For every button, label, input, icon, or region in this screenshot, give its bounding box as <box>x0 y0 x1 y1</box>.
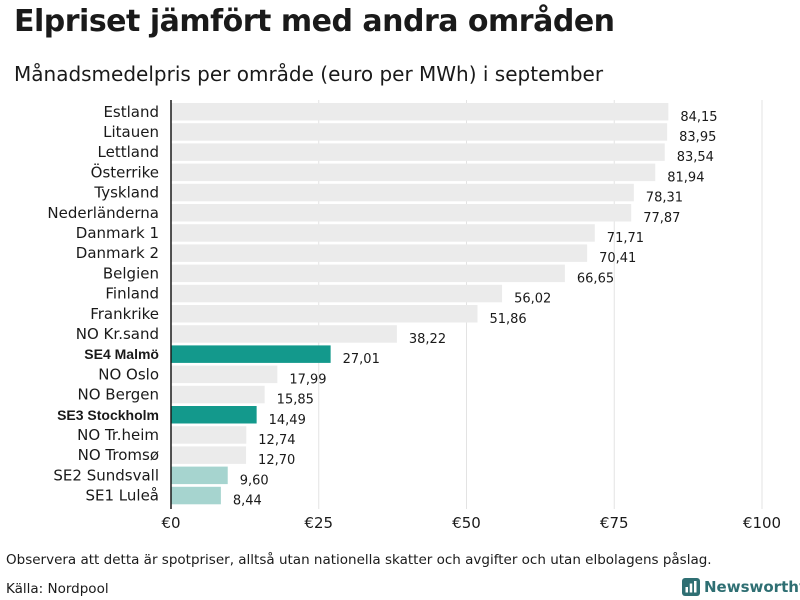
value-label: 56,02 <box>514 292 551 307</box>
x-tick-label: €75 <box>600 514 629 532</box>
category-label: NO Tr.heim <box>77 426 159 444</box>
value-label: 38,22 <box>409 332 446 347</box>
x-tick-label: €100 <box>743 514 781 532</box>
value-label: 27,01 <box>343 352 380 367</box>
category-label: Estland <box>103 103 159 121</box>
brand-name: Newsworthy <box>704 578 800 596</box>
x-tick-label: €50 <box>452 514 481 532</box>
category-label: Belgien <box>103 264 159 282</box>
category-label: Litauen <box>103 123 159 141</box>
value-labels: 84,15 83,95 83,54 81,94 78,31 77,87 71,71 70,41… <box>233 110 718 509</box>
bar <box>171 264 565 283</box>
value-label: 84,15 <box>680 110 717 125</box>
value-label: 14,49 <box>269 413 306 428</box>
category-label: Danmark 2 <box>76 244 159 262</box>
value-label: 70,41 <box>599 251 636 266</box>
brand-logo: Newsworthy <box>682 578 800 596</box>
value-label: 66,65 <box>577 271 614 286</box>
category-label: NO Oslo <box>98 365 159 383</box>
bar <box>171 426 247 444</box>
bar <box>171 325 397 343</box>
value-label: 78,31 <box>646 191 683 206</box>
value-label: 12,74 <box>258 433 295 448</box>
category-label: Nederländerna <box>47 204 159 222</box>
footnote: Observera att detta är spotpriser, allts… <box>6 552 712 568</box>
bars <box>171 103 669 505</box>
x-tick-label: €25 <box>304 514 333 532</box>
value-label: 12,70 <box>258 453 295 468</box>
value-label: 83,95 <box>679 130 716 145</box>
bar <box>171 385 265 404</box>
bar <box>171 244 588 262</box>
source-note: Källa: Nordpool <box>6 581 109 597</box>
category-label: Tyskland <box>93 184 159 202</box>
value-label: 83,54 <box>677 150 714 165</box>
bar <box>171 446 247 464</box>
bar <box>171 103 669 121</box>
chart-title: Elpriset jämfört med andra områden <box>14 4 615 39</box>
bar <box>171 204 632 222</box>
bar <box>171 406 257 424</box>
bar <box>171 183 634 202</box>
value-label: 77,87 <box>643 211 680 226</box>
category-label: Österrike <box>91 162 159 181</box>
value-label: 71,71 <box>607 231 644 246</box>
category-label: NO Kr.sand <box>76 325 159 343</box>
category-label: Danmark 1 <box>76 224 159 242</box>
bar <box>171 224 595 242</box>
bar <box>171 123 668 141</box>
category-label: NO Bergen <box>78 386 159 404</box>
category-label: SE3 Stockholm <box>57 407 159 423</box>
value-label: 8,44 <box>233 494 262 509</box>
category-label: Lettland <box>98 143 159 161</box>
category-label: Finland <box>105 285 159 303</box>
bar <box>171 305 478 323</box>
bar <box>171 284 503 303</box>
bar <box>171 466 228 485</box>
value-label: 9,60 <box>240 473 269 488</box>
category-label: NO Tromsø <box>78 446 159 464</box>
value-label: 17,99 <box>289 372 326 387</box>
category-label: SE4 Malmö <box>84 346 159 362</box>
bar <box>171 345 331 363</box>
bar <box>171 163 656 182</box>
x-tick-label: €0 <box>161 514 180 532</box>
value-label: 15,85 <box>277 393 314 408</box>
category-label: Frankrike <box>90 305 159 323</box>
chart-subtitle: Månadsmedelpris per område (euro per MWh… <box>14 62 604 86</box>
bar <box>171 143 665 161</box>
x-axis-ticks: €0 €25 €50 €75 €100 <box>161 514 781 532</box>
category-label: SE1 Luleå <box>86 487 160 505</box>
bar <box>171 365 278 384</box>
bar <box>171 486 221 505</box>
value-label: 51,86 <box>489 312 526 327</box>
newsworthy-logo-icon <box>682 578 700 596</box>
category-label: SE2 Sundsvall <box>53 466 159 484</box>
value-label: 81,94 <box>667 170 704 185</box>
